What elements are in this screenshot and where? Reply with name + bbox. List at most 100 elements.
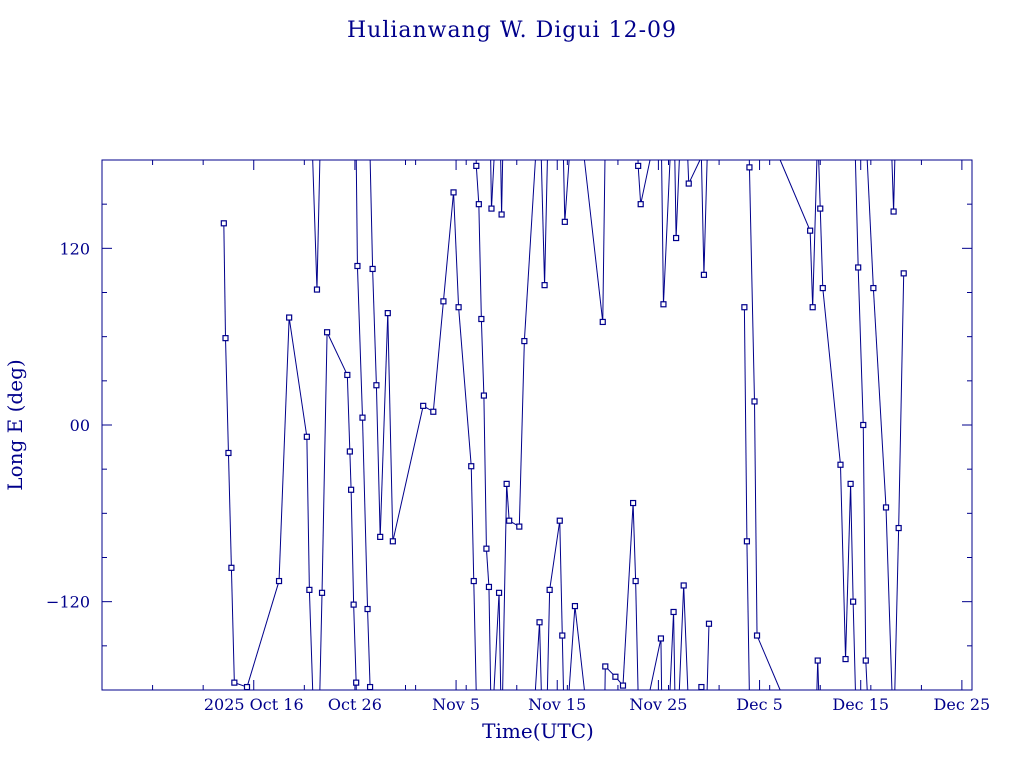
data-point xyxy=(521,337,528,345)
data-point xyxy=(890,208,897,215)
series-segment xyxy=(225,338,229,453)
series-segment xyxy=(367,609,371,688)
data-point xyxy=(837,461,844,468)
data-point xyxy=(516,523,523,530)
data-point xyxy=(440,298,447,305)
y-tick-label: −120 xyxy=(46,593,90,612)
data-point xyxy=(275,577,283,585)
data-point xyxy=(847,480,854,487)
series-segment xyxy=(748,167,755,402)
data-point xyxy=(377,533,384,540)
series-segment xyxy=(355,159,358,267)
data-point xyxy=(672,234,680,242)
data-point xyxy=(556,517,563,524)
chart-title: Hulianwang W. Digui 12-09 xyxy=(347,18,677,43)
data-point xyxy=(746,164,753,171)
series-segment xyxy=(379,313,389,537)
series-segment xyxy=(637,165,642,205)
data-point xyxy=(635,162,642,169)
series-segment xyxy=(546,589,551,691)
series-segment xyxy=(432,301,444,412)
data-point xyxy=(900,270,907,277)
data-point xyxy=(384,310,391,317)
series-segment xyxy=(872,288,887,508)
series-segment xyxy=(812,159,818,308)
series-segment xyxy=(746,541,750,691)
data-point xyxy=(473,162,480,169)
y-axis-tick-labels: 120 00 −120 xyxy=(46,239,90,611)
series-segment xyxy=(687,159,690,184)
data-point xyxy=(323,329,331,336)
series-segment xyxy=(539,622,542,691)
data-point xyxy=(637,201,644,208)
data-point xyxy=(602,663,609,670)
series-segment xyxy=(223,223,227,339)
data-point xyxy=(228,564,235,571)
series-segment xyxy=(817,660,820,691)
data-point xyxy=(495,589,503,596)
series-segment xyxy=(850,483,854,602)
series-segment xyxy=(350,489,355,605)
data-point xyxy=(809,304,816,311)
data-point xyxy=(359,414,366,421)
series-segment xyxy=(478,204,482,320)
series-segment xyxy=(470,466,475,582)
data-point xyxy=(817,205,824,212)
data-point xyxy=(483,545,490,552)
data-point xyxy=(630,499,637,507)
series-segment xyxy=(475,165,480,205)
data-point xyxy=(546,586,553,593)
series-segment xyxy=(688,159,701,184)
series-segment xyxy=(893,159,896,212)
series-segment xyxy=(561,635,564,691)
series-segment xyxy=(326,332,348,376)
series-segment xyxy=(857,267,864,426)
series-segment xyxy=(674,159,677,239)
x-tick-label: Dec 25 xyxy=(934,695,991,714)
series-segment xyxy=(490,159,495,209)
series-segment xyxy=(845,483,852,660)
data-point xyxy=(353,679,360,686)
data-point xyxy=(685,180,692,187)
data-point xyxy=(306,586,313,593)
x-tick-label: Dec 15 xyxy=(832,695,889,714)
series-segment xyxy=(885,507,893,691)
series-segment xyxy=(756,635,781,691)
x-axis-ticks xyxy=(101,160,973,690)
data-point xyxy=(222,335,229,342)
data-point xyxy=(882,504,890,511)
series-segment xyxy=(559,520,563,636)
data-point xyxy=(632,577,639,585)
series-segment xyxy=(375,385,381,537)
series-segment xyxy=(227,452,232,568)
series-segment xyxy=(246,580,280,688)
series-segment xyxy=(473,581,477,691)
data-point xyxy=(860,421,867,429)
data-point xyxy=(862,657,869,664)
series-segment xyxy=(839,464,847,660)
series-segment xyxy=(498,592,502,691)
series-segment xyxy=(894,528,900,691)
series-segment xyxy=(865,660,868,691)
x-tick-label: Dec 5 xyxy=(736,695,783,714)
y-axis-ticks xyxy=(102,159,972,691)
series-segment xyxy=(506,483,510,521)
data-point xyxy=(561,218,568,225)
data-point xyxy=(498,211,505,218)
data-point xyxy=(870,284,877,292)
series-segment xyxy=(583,159,604,323)
data-point xyxy=(850,598,857,605)
data-point xyxy=(480,392,487,399)
data-point xyxy=(303,433,310,440)
series-segment xyxy=(502,483,508,691)
data-point xyxy=(485,583,493,591)
series-segment xyxy=(534,622,541,691)
x-tick-label: Nov 25 xyxy=(629,695,687,714)
data-point xyxy=(364,605,371,613)
data-point xyxy=(348,486,355,493)
data-point xyxy=(842,655,849,663)
series-markers xyxy=(220,162,907,691)
series-segment xyxy=(818,159,821,209)
data-point xyxy=(344,371,351,379)
